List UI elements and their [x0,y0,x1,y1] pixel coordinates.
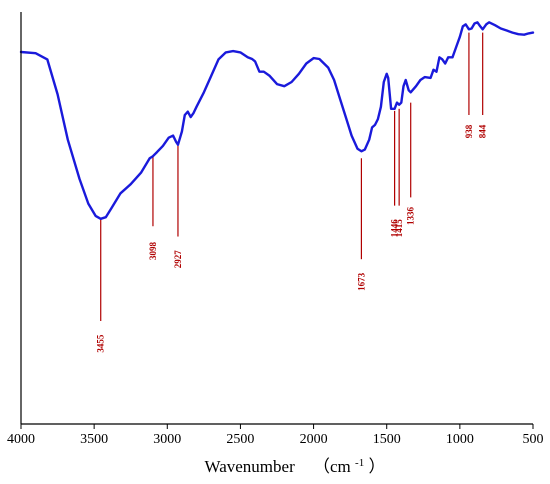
x-tick-label: 2500 [226,432,254,447]
peak-annotation-3098: 3098 [148,156,158,260]
peak-label: 1673 [356,272,366,291]
peak-label: 3455 [96,334,106,353]
peak-annotation-3455: 3455 [96,218,106,353]
peak-label: 1336 [406,206,416,225]
peak-label: 2927 [173,250,183,269]
x-tick-label: 500 [523,432,544,447]
peak-annotation-938: 938 [464,32,474,138]
peak-label: 3098 [148,241,158,260]
x-axis: 4000 3500 3000 2500 2000 1500 1000 500 [7,12,544,447]
x-axis-unit-close: ） [368,457,385,476]
x-tick-label: 3500 [80,432,108,447]
x-tick-label: 3000 [153,432,181,447]
x-axis-unit: （cm [313,457,351,476]
peak-label: 938 [464,124,474,138]
x-tick-label: 4000 [7,432,35,447]
peak-label: 1446 [390,219,400,238]
x-axis-label: Wavenumber [205,457,296,476]
peak-label: 844 [478,124,488,138]
x-tick-label: 2000 [300,432,328,447]
x-tick-label: 1000 [446,432,474,447]
peak-annotation-1336: 1336 [406,102,416,225]
series-line [19,21,535,220]
x-axis-unit-sup: -1 [355,457,364,469]
x-axis-title: Wavenumber （cm -1 ） [205,451,386,476]
peak-annotation-844: 844 [478,32,488,138]
peak-annotation-1673: 1673 [356,158,366,291]
peak-annotation-2927: 2927 [173,143,183,269]
peak-annotation-1415: 1415 [394,108,404,238]
x-tick-label: 1500 [373,432,401,447]
peak-label: 1415 [394,219,404,238]
peak-annotation-1446: 1446 [390,110,400,238]
